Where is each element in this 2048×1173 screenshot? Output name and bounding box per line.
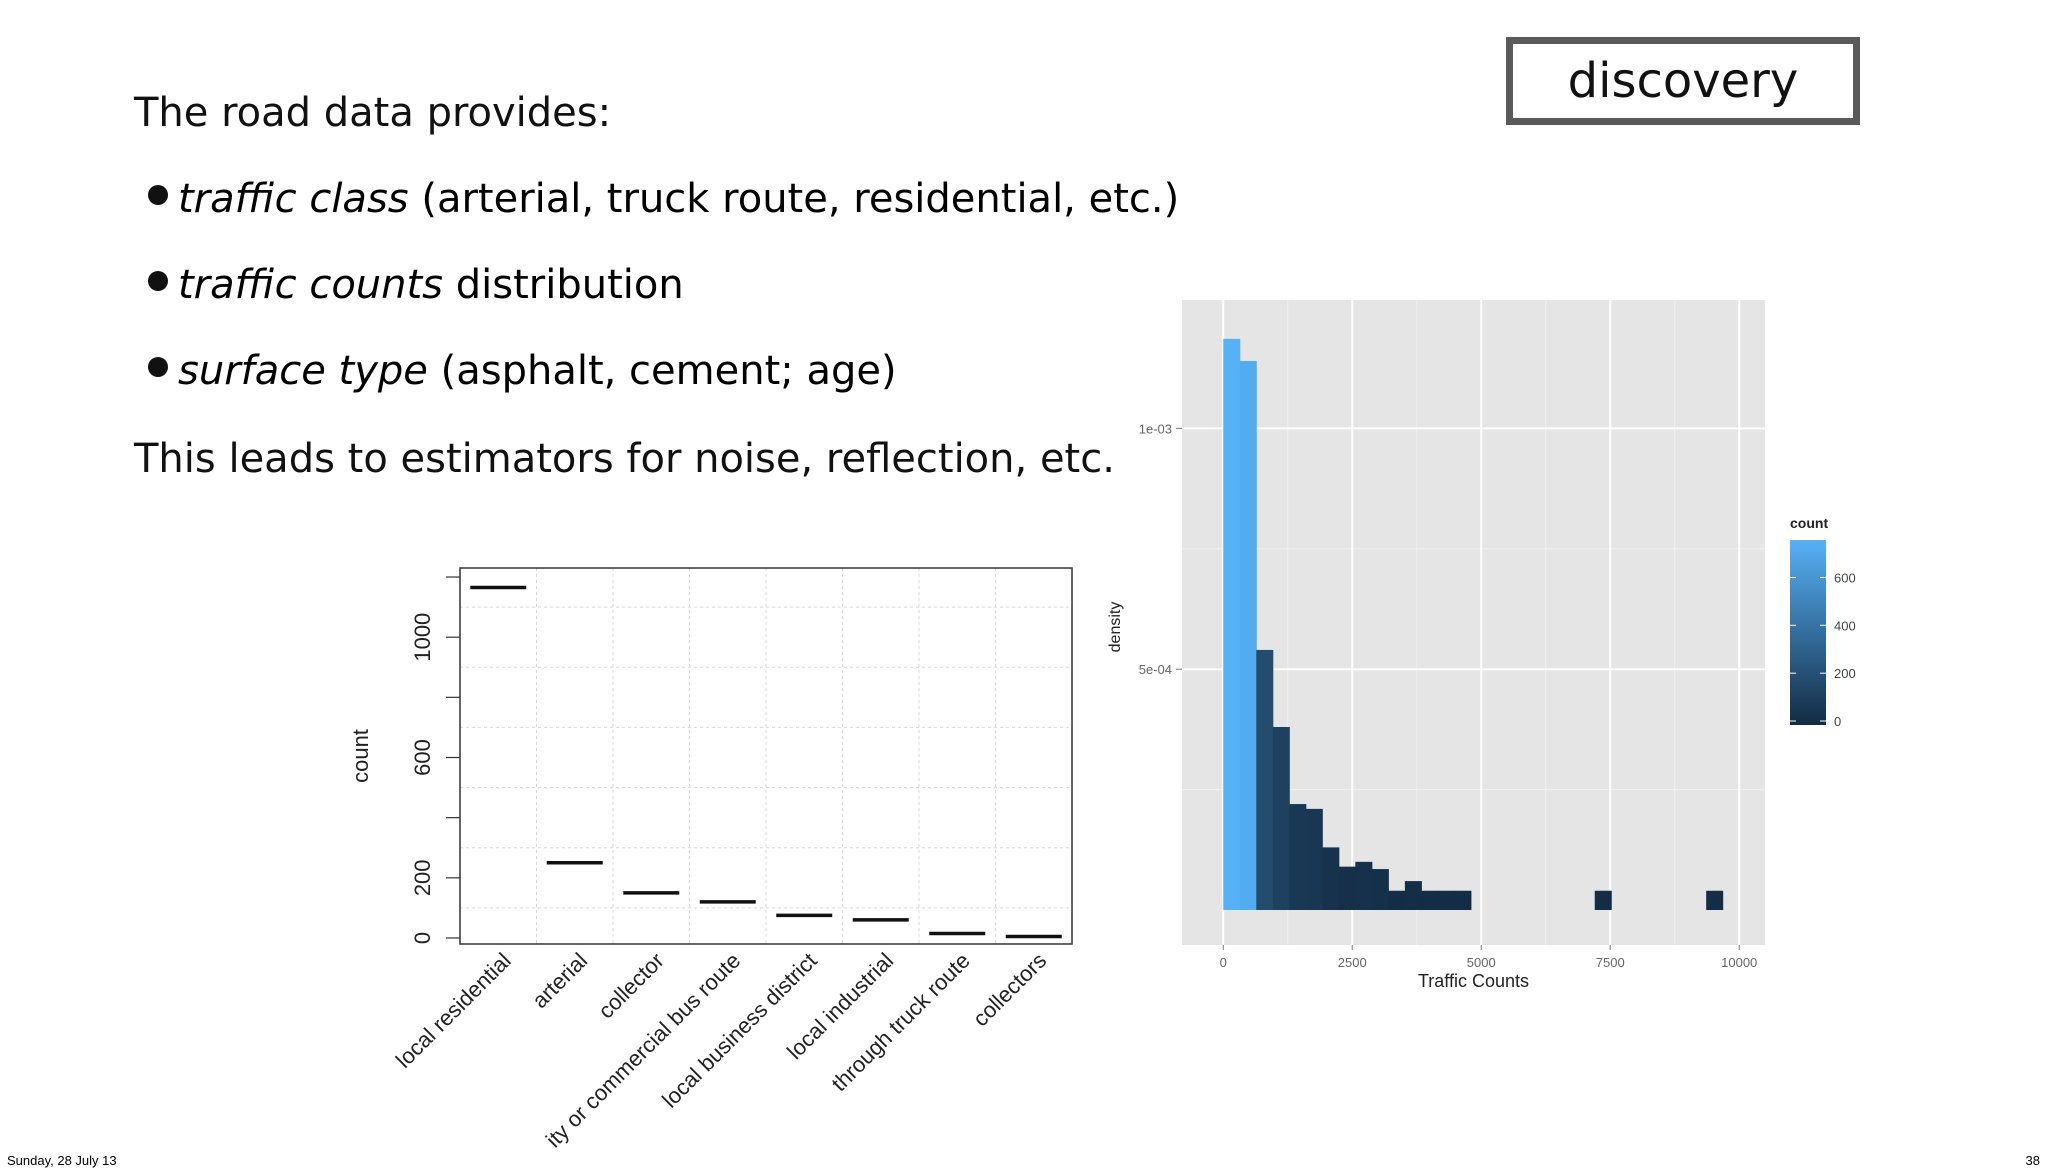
- histogram-bar: [1404, 881, 1422, 910]
- histogram-bar: [1388, 890, 1406, 910]
- x-tick-label: 2500: [1338, 955, 1367, 970]
- histogram-bar: [1338, 866, 1356, 910]
- histogram-bar: [1272, 726, 1290, 910]
- bullet-traffic-counts: traffic counts distribution: [148, 262, 684, 308]
- x-tick-label: 5000: [1467, 955, 1496, 970]
- y-tick-label: 600: [410, 739, 435, 776]
- x-tick-label: 10000: [1721, 955, 1757, 970]
- y-tick-label: 1000: [410, 613, 435, 662]
- histogram-bar: [1256, 649, 1274, 910]
- traffic-counts-histogram: 5e-04 1e-03 density 0 2500 5000 7500 10000 Traff…: [1107, 300, 1856, 991]
- y-axis-label: count: [348, 729, 373, 783]
- section-tag: discovery: [1506, 37, 1860, 125]
- x-axis-label: Traffic Counts: [1418, 971, 1529, 991]
- legend-tick-label: 400: [1834, 618, 1856, 633]
- slide-conclusion: This leads to estimators for noise, refl…: [134, 436, 1115, 482]
- traffic-class-count-chart: 0 200 600 1000 count local residential arteria…: [348, 567, 1073, 1152]
- histogram-bar: [1454, 890, 1472, 910]
- bullet-text: distribution: [443, 262, 684, 308]
- histogram-bar: [1322, 847, 1340, 910]
- slide-heading: The road data provides:: [134, 90, 612, 136]
- x-tick-label: through truck route: [827, 948, 975, 1096]
- y-tick-label: 5e-04: [1139, 662, 1172, 677]
- histogram-bar: [1706, 890, 1724, 910]
- y-tick-label: 200: [410, 859, 435, 896]
- bullet-emphasis: traffic class: [178, 176, 409, 222]
- y-tick-label: 0: [410, 932, 435, 944]
- x-tick-label: 7500: [1596, 955, 1625, 970]
- histogram-bar: [1289, 804, 1307, 910]
- bullet-surface-type: surface type (asphalt, cement; age): [148, 348, 897, 394]
- histogram-bar: [1371, 869, 1389, 910]
- histogram-bar: [1594, 890, 1612, 910]
- legend-colorbar: [1790, 540, 1826, 725]
- histogram-bar: [1305, 808, 1323, 910]
- legend-tick-label: 0: [1834, 714, 1841, 729]
- y-tick-label: 1e-03: [1139, 421, 1172, 436]
- histogram-bar: [1239, 360, 1257, 910]
- section-tag-label: discovery: [1567, 53, 1799, 109]
- x-tick-label: collector: [593, 948, 669, 1024]
- bullet-text: (arterial, truck route, residential, etc…: [408, 176, 1180, 222]
- footer-page-number: 38: [2025, 1153, 2040, 1168]
- bullet-dot-icon: [148, 185, 168, 205]
- bullet-traffic-class: traffic class (arterial, truck route, re…: [148, 176, 1179, 222]
- plot-frame: [459, 567, 1073, 945]
- bullet-emphasis: surface type: [178, 348, 428, 394]
- histogram-bar: [1421, 890, 1439, 910]
- histogram-bar: [1437, 890, 1455, 910]
- legend-title: count: [1790, 515, 1828, 531]
- x-tick-label: collectors: [968, 948, 1051, 1031]
- legend-tick-label: 200: [1834, 666, 1856, 681]
- bullet-text: (asphalt, cement; age): [427, 348, 897, 394]
- legend-tick-label: 600: [1834, 570, 1856, 585]
- bullet-dot-icon: [148, 271, 168, 291]
- bullet-dot-icon: [148, 357, 168, 377]
- x-tick-label: arterial: [527, 948, 592, 1013]
- histogram-bar: [1355, 861, 1373, 910]
- footer-date: Sunday, 28 July 13: [7, 1153, 117, 1168]
- x-tick-label: local residential: [391, 948, 516, 1073]
- x-tick-label: 0: [1220, 955, 1227, 970]
- bullet-emphasis: traffic counts: [178, 262, 444, 308]
- y-axis-label: density: [1107, 602, 1124, 653]
- histogram-bar: [1223, 338, 1241, 910]
